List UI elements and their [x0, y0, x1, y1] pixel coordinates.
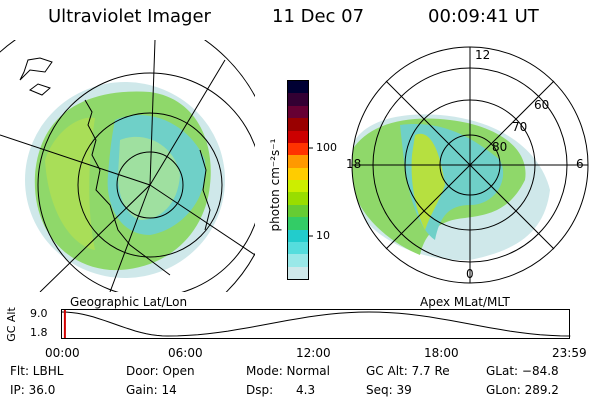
mlt-label-12: 12: [475, 48, 491, 62]
mlt-label-0: 0: [466, 267, 474, 281]
instrument-title: Ultraviolet Imager: [48, 6, 211, 27]
coastline: [84, 99, 171, 276]
meridian: [149, 184, 255, 256]
colorbar-swatch: [288, 81, 308, 94]
info-seq: Seq: 39: [366, 383, 412, 397]
info-gcalt: GC Alt: 7.7 Re: [366, 364, 450, 378]
emission-core: [118, 136, 180, 220]
colorbar-unit-label: photon cm⁻²s⁻¹: [268, 138, 282, 232]
x-tick-0600: 06:00: [168, 346, 203, 360]
left-panel-caption: Geographic Lat/Lon: [70, 295, 188, 309]
colorbar-tick-10: 10: [316, 229, 330, 242]
meridian: [0, 134, 151, 186]
info-gain: Gain: 14: [126, 383, 177, 397]
x-tick-1800: 18:00: [424, 346, 459, 360]
apex-image-panel: [351, 46, 589, 284]
mlt-label-18: 18: [346, 157, 362, 171]
altitude-plot: [61, 309, 571, 339]
x-tick-0000: 00:00: [45, 346, 80, 360]
info-door: Door: Open: [126, 364, 195, 378]
info-flt: Flt: LBHL: [10, 364, 64, 378]
colorbar-swatch: [288, 118, 308, 131]
altitude-tick-high: 9.0: [30, 307, 48, 320]
lat-circle-3: [37, 72, 255, 292]
altitude-curve: [61, 311, 571, 337]
colorbar-swatch: [288, 241, 308, 255]
altitude-y-label: GC Alt: [4, 307, 18, 342]
mlt-label-6: 6: [576, 157, 584, 171]
colorbar-swatch: [288, 105, 308, 119]
info-glon: GLon: 289.2: [486, 383, 559, 397]
colorbar-swatch: [288, 142, 308, 156]
colorbar-swatch: [288, 130, 308, 143]
altitude-plot-frame: [61, 309, 570, 339]
geographic-image-panel: [0, 40, 255, 292]
info-dsp: Dsp: 4.3: [246, 383, 316, 397]
colorbar-swatch: [288, 229, 308, 242]
time-label: 00:09:41 UT: [428, 6, 539, 27]
emission-arc: [45, 117, 95, 250]
colorbar-tick-100: 100: [316, 141, 337, 154]
info-glat: GLat: −84.8: [486, 364, 559, 378]
lat-circle-2: [77, 112, 223, 258]
date-label: 11 Dec 07: [272, 6, 365, 27]
colorbar-swatch: [288, 180, 308, 193]
mlat-label-70: 70: [512, 120, 528, 134]
info-ip: IP: 36.0: [10, 383, 56, 397]
coastline-island: [19, 57, 53, 96]
colorbar-swatch: [288, 204, 308, 218]
colorbar-swatch: [288, 192, 308, 205]
colorbar-swatch: [288, 217, 308, 230]
right-panel-caption: Apex MLat/MLT: [420, 295, 510, 309]
colorbar-axis: [308, 147, 313, 237]
meridian: [109, 184, 151, 292]
altitude-tick-low: 1.8: [30, 326, 48, 339]
coastline-east: [199, 149, 211, 231]
mlat-label-60: 60: [534, 98, 550, 112]
lat-circle-1: [116, 151, 184, 219]
x-tick-2359: 23:59: [552, 346, 587, 360]
colorbar-swatch: [288, 266, 308, 279]
colorbar-swatch: [288, 155, 308, 168]
colorbar-swatch: [288, 167, 308, 180]
meridian: [39, 184, 151, 292]
info-mode: Mode: Normal: [246, 364, 330, 378]
colorbar-swatch: [288, 93, 308, 106]
x-tick-1200: 12:00: [296, 346, 331, 360]
meridian: [149, 59, 226, 186]
colorbar-swatch: [288, 254, 308, 267]
mlt-spoke: [385, 80, 555, 250]
colorbar: [287, 80, 309, 280]
mlat-label-80: 80: [492, 140, 508, 154]
meridian: [149, 40, 156, 186]
